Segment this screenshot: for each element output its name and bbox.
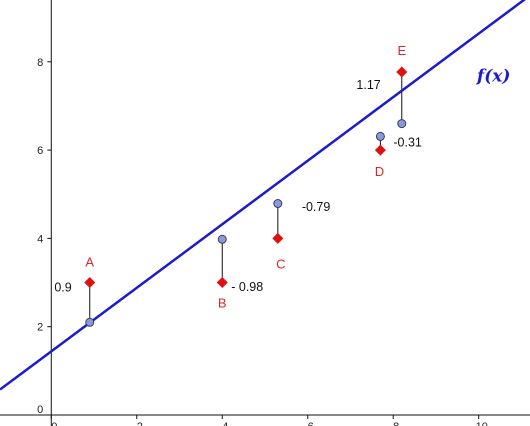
data-points xyxy=(84,66,408,289)
x-tick-label: 2 xyxy=(137,421,143,426)
regression-line-group: f(x) xyxy=(0,0,526,391)
x-tick-label: 4 xyxy=(222,421,228,426)
data-point-C xyxy=(272,232,284,244)
x-tick-label: 10 xyxy=(476,421,488,426)
y-tick-label: 2 xyxy=(37,322,43,334)
fitted-point-E xyxy=(397,119,407,129)
function-label: f(x) xyxy=(476,67,511,87)
data-point-A xyxy=(84,277,96,289)
fitted-point-A xyxy=(85,317,95,327)
point-label-A: A xyxy=(85,255,94,270)
fitted-point-C xyxy=(273,199,283,209)
point-label-E: E xyxy=(397,43,406,58)
x-tick-label: 6 xyxy=(308,421,314,426)
data-point-E xyxy=(396,66,408,78)
y-tick-label: 0 xyxy=(37,404,43,416)
fitted-points xyxy=(85,119,407,327)
regression-line xyxy=(0,0,526,391)
residual-label-D: -0.31 xyxy=(393,135,422,149)
data-point-D xyxy=(374,144,386,156)
residual-label-A: 0.9 xyxy=(54,280,71,294)
residual-label-B: - 0.98 xyxy=(231,280,263,294)
residual-label-E: 1.17 xyxy=(356,78,380,92)
data-point-B xyxy=(216,277,228,289)
point-label-C: C xyxy=(276,256,285,271)
point-label-B: B xyxy=(218,296,227,311)
y-tick-label: 8 xyxy=(37,57,43,69)
fitted-point-B xyxy=(217,234,227,244)
chart-labels: A 0.9 B - 0.98 C -0.79 D -0.31 E 1.17 xyxy=(54,43,422,311)
residual-segments xyxy=(89,71,403,323)
residual-label-C: -0.79 xyxy=(302,200,331,214)
y-tick-label: 4 xyxy=(37,233,43,245)
y-tick-label: 6 xyxy=(37,145,43,157)
point-label-D: D xyxy=(375,164,384,179)
x-tick-label: 0 xyxy=(51,421,57,426)
x-tick-label: 8 xyxy=(393,421,399,426)
fitted-point-D xyxy=(375,131,385,141)
